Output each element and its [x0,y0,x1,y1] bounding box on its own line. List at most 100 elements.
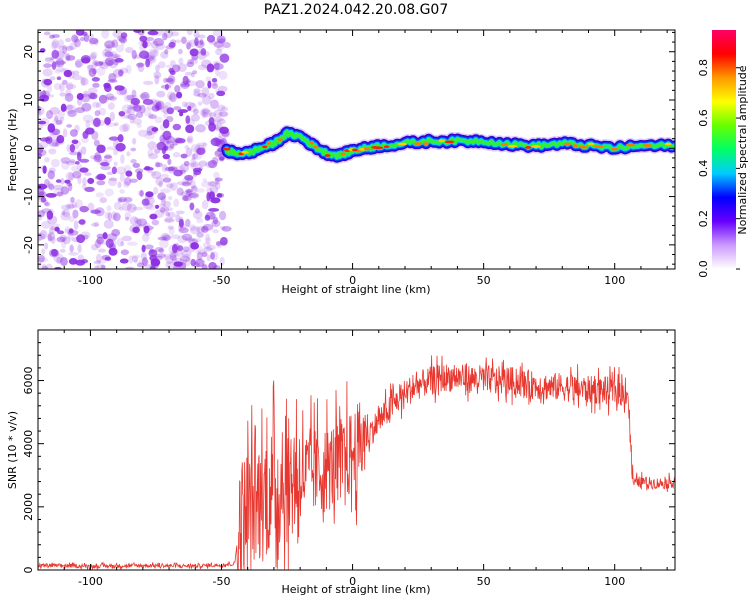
noise-blob [198,160,208,167]
noise-blob [165,211,171,217]
noise-blob [63,69,73,78]
noise-blob [106,44,112,49]
noise-blob [164,83,169,91]
noise-blob [210,99,219,109]
noise-blob [38,109,41,114]
noise-blob [80,146,87,155]
noise-blob [210,252,215,260]
noise-blob [119,189,125,194]
noise-blob [38,147,44,154]
snr-y-axis: 0 2000 4000 6000 [22,329,675,574]
noise-blob [186,30,193,36]
noise-blob [59,249,66,253]
noise-blob [175,39,182,44]
noise-blob [91,77,100,82]
noise-blob [197,92,207,98]
noise-blob [186,79,191,84]
noise-blob [41,265,49,269]
noise-blob [173,169,183,177]
noise-blob [95,102,102,109]
noise-blob [100,165,111,171]
noise-blob [153,186,159,195]
noise-blob [167,211,176,218]
noise-blob [145,203,157,211]
noise-blob [207,159,218,169]
noise-blob [208,112,217,119]
noise-blob [81,102,92,112]
noise-blob [120,249,129,256]
noise-blob [68,182,73,192]
noise-blob [47,123,56,133]
noise-blob [173,264,180,269]
noise-blob [189,202,195,211]
noise-blob [76,151,82,161]
noise-blob [93,117,101,128]
noise-blob [167,158,172,165]
noise-blob [38,124,43,130]
noise-blob [184,101,196,109]
noise-blob [176,245,184,252]
noise-blob [156,90,166,98]
spectrogram-x-axis: -100 -50 0 50 100 [37,30,668,287]
noise-blob [195,80,205,89]
noise-blob [57,39,65,48]
y-tick-label: 6000 [22,367,35,395]
noise-blob [47,231,56,241]
noise-blob [89,52,97,61]
noise-blob [137,62,145,73]
noise-blob [172,64,181,73]
noise-blob [107,79,118,84]
noise-blob [54,69,62,74]
noise-blob [132,162,141,168]
noise-blob [38,109,42,118]
noise-blob [165,255,174,265]
noise-blob [170,234,181,240]
noise-blob [65,88,72,97]
noise-blob [53,188,64,196]
noise-blob [189,224,197,232]
noise-blob [191,153,196,161]
noise-blob [73,220,79,230]
signal-peak [594,145,604,149]
noise-blob [38,141,49,149]
noise-blob [185,190,193,196]
noise-blob [100,264,106,269]
noise-blob [214,181,221,190]
noise-blob [65,104,77,114]
signal-peak [422,142,430,145]
noise-blob [48,167,56,174]
noise-blob [141,198,150,206]
noise-blob [74,199,83,209]
noise-blob [108,72,117,83]
noise-blob [189,48,199,57]
noise-blob [216,90,226,97]
noise-blob [217,38,226,43]
noise-blob [141,244,146,253]
noise-blob [118,110,126,117]
noise-blob [74,160,80,165]
noise-blob [181,233,193,241]
noise-blob [201,87,210,97]
noise-blob [81,259,89,264]
noise-blob [136,122,142,128]
noise-blob [90,209,102,214]
noise-blob [38,254,45,263]
noise-blob [132,255,139,263]
noise-blob [124,47,134,54]
noise-blob [103,219,114,229]
noise-blob [56,49,65,59]
noise-blob [147,141,157,150]
x-tick-label: 50 [477,575,491,588]
noise-blob [86,64,94,70]
signal-peak [572,144,579,148]
noise-blob [197,101,203,106]
noise-blob [119,67,129,74]
y-tick-label: 10 [22,93,35,107]
noise-blob [116,238,124,247]
noise-blob [178,218,184,228]
noise-blob [82,114,94,123]
noise-blob [50,223,61,228]
noise-blob [160,232,171,242]
noise-blob [129,216,139,226]
noise-blob [149,265,156,269]
